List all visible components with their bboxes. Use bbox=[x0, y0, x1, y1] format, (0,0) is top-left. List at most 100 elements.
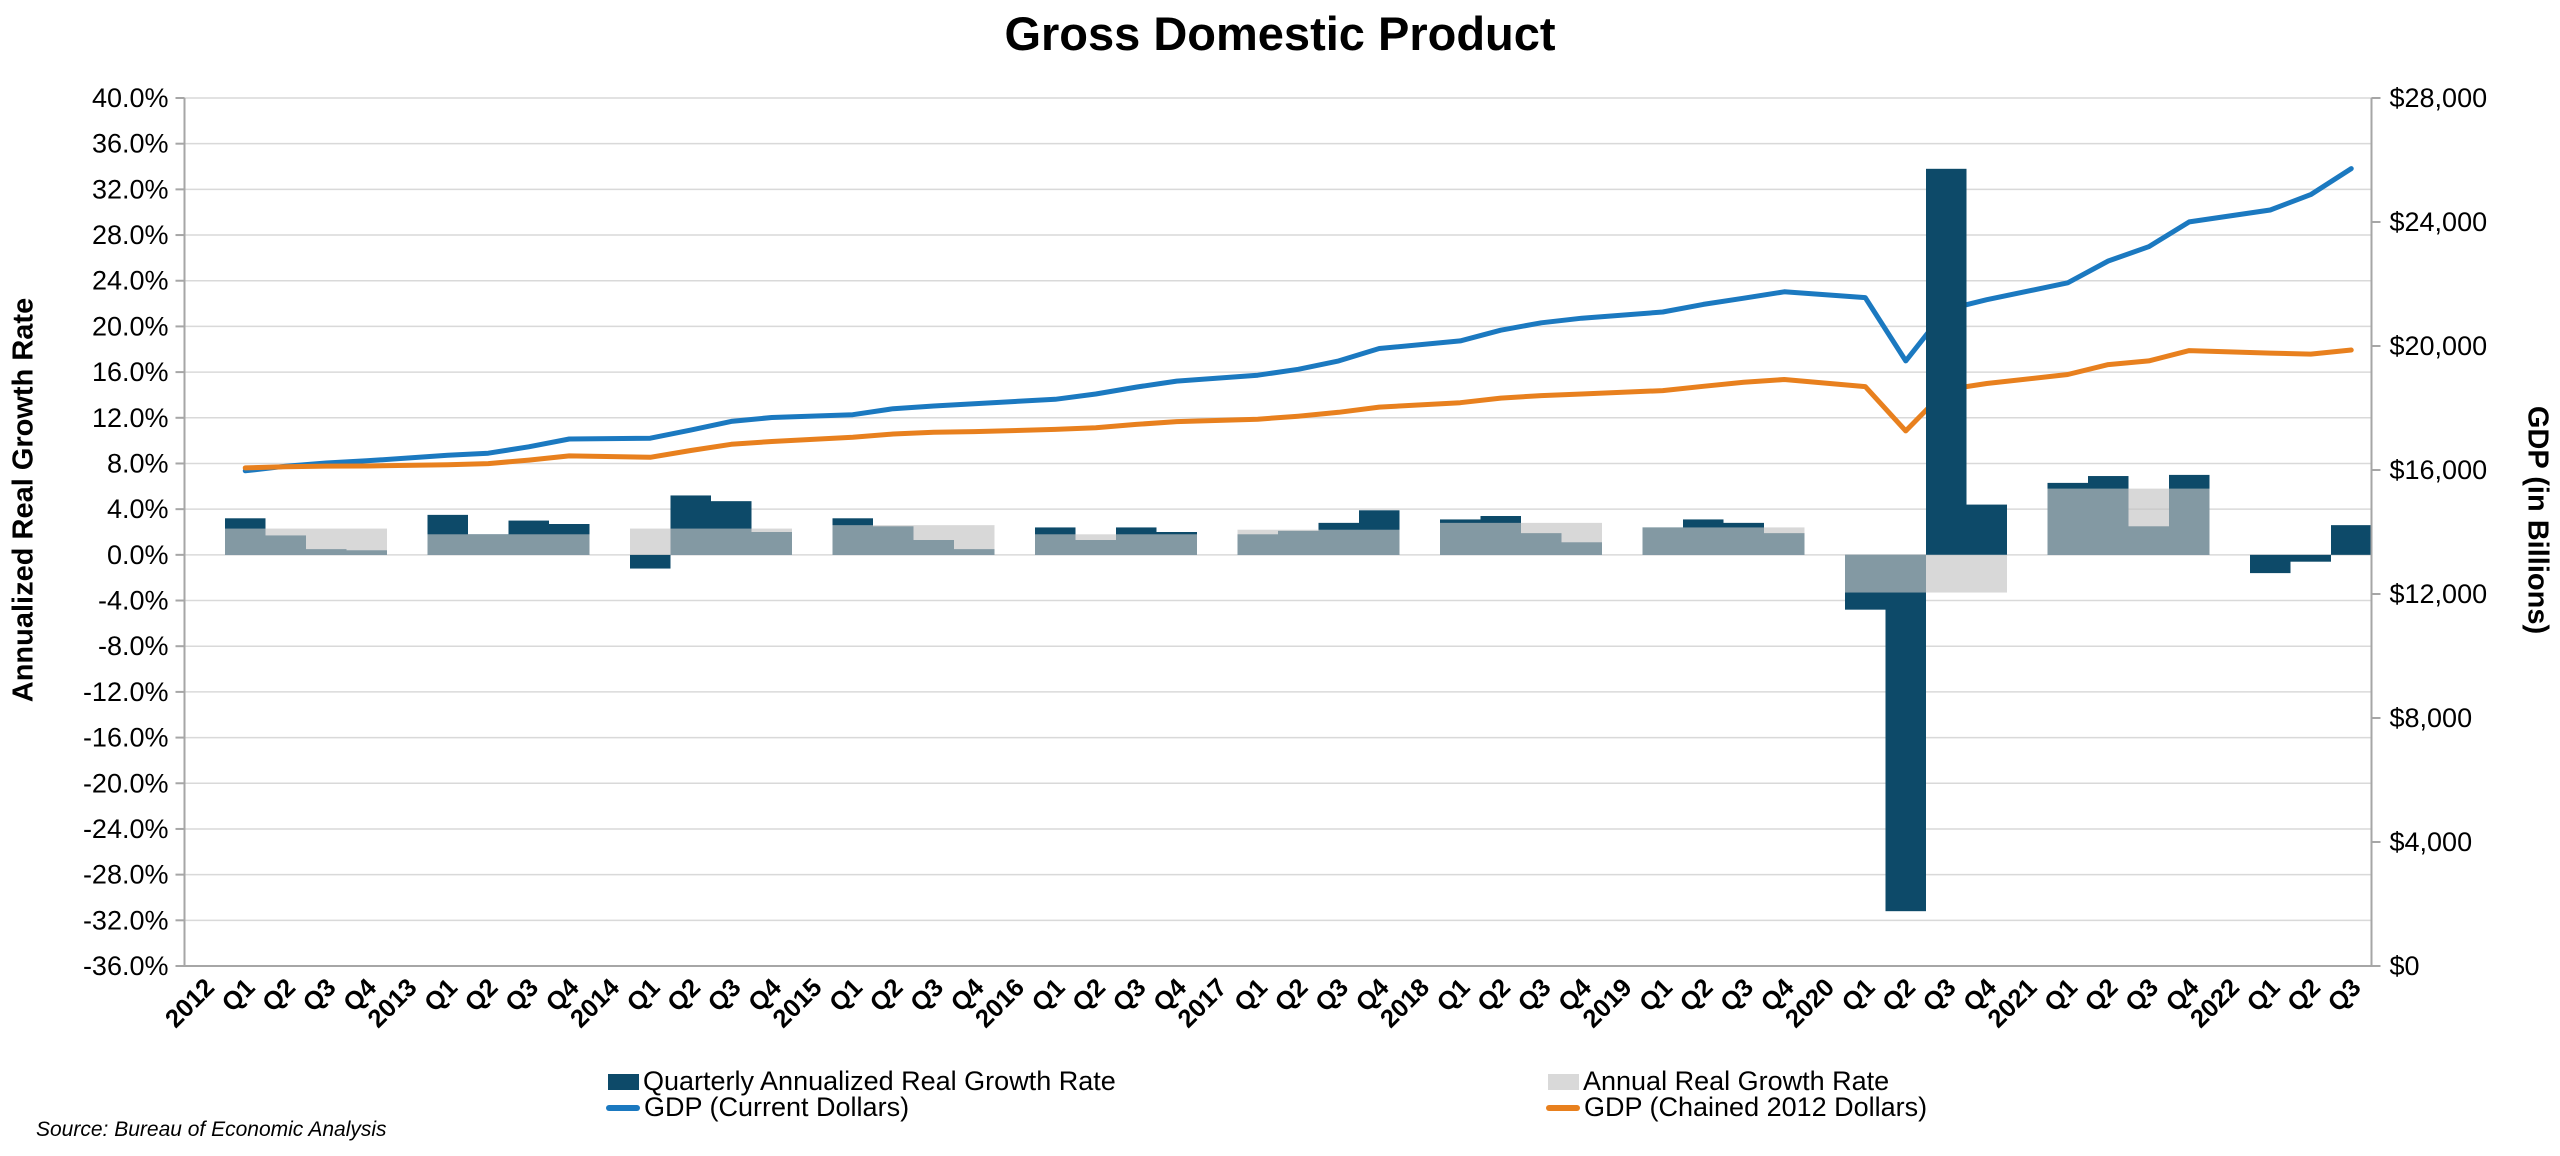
x-axis-year-label: 2017 bbox=[1173, 973, 1233, 1033]
x-axis-quarter-label: Q3 bbox=[2120, 973, 2164, 1017]
x-axis-quarter-label: Q3 bbox=[1108, 973, 1152, 1017]
quarterly-growth-bar bbox=[1885, 554, 1926, 912]
x-axis-year-label: 2013 bbox=[363, 973, 423, 1033]
quarterly-growth-bar bbox=[2290, 554, 2331, 562]
right-axis-tick-label: $12,000 bbox=[2390, 579, 2488, 609]
x-axis-year-label: 2012 bbox=[160, 973, 220, 1033]
x-axis-quarter-label: Q3 bbox=[905, 973, 949, 1017]
right-axis-tick-label: $8,000 bbox=[2390, 703, 2473, 733]
source-note: Source: Bureau of Economic Analysis bbox=[36, 1118, 387, 1141]
left-axis-tick-label: 20.0% bbox=[92, 311, 169, 341]
x-axis-year-label: 2015 bbox=[768, 973, 828, 1033]
annual-growth-bar bbox=[832, 525, 995, 555]
x-axis-year-label: 2022 bbox=[2185, 973, 2245, 1033]
left-axis-tick-label: -12.0% bbox=[83, 677, 169, 707]
quarterly-bar-swatch-icon bbox=[608, 1073, 639, 1090]
x-axis-year-label: 2019 bbox=[1578, 973, 1638, 1033]
x-axis-year-label: 2021 bbox=[1983, 973, 2043, 1033]
left-axis-tick-label: 8.0% bbox=[107, 448, 169, 478]
quarterly-growth-bar bbox=[1926, 168, 1967, 555]
x-axis-quarter-label: Q2 bbox=[2080, 973, 2124, 1017]
legend-item-annual: Annual Real Growth Rate bbox=[1548, 1068, 1889, 1095]
left-axis-tick-label: 0.0% bbox=[107, 540, 169, 570]
x-axis-quarter-label: Q3 bbox=[1513, 973, 1557, 1017]
left-axis-tick-label: -4.0% bbox=[98, 586, 169, 616]
quarterly-growth-bar bbox=[1966, 504, 2007, 555]
x-axis-quarter-label: Q3 bbox=[703, 973, 747, 1017]
quarterly-growth-bar bbox=[2250, 554, 2291, 574]
x-axis-quarter-label: Q1 bbox=[1634, 973, 1678, 1017]
x-axis-quarter-label: Q2 bbox=[2282, 973, 2326, 1017]
annual-growth-bar bbox=[2047, 488, 2210, 555]
legend-label-gdp-current: GDP (Current Dollars) bbox=[644, 1092, 910, 1122]
gdp-chained-line-swatch-icon bbox=[1546, 1104, 1580, 1111]
left-axis-tick-label: -16.0% bbox=[83, 723, 169, 753]
x-axis-quarter-label: Q1 bbox=[419, 973, 463, 1017]
x-axis-quarter-label: Q2 bbox=[460, 973, 504, 1017]
x-axis-quarter-label: Q1 bbox=[824, 973, 868, 1017]
annual-growth-bar bbox=[1237, 529, 1400, 555]
x-axis-quarter-label: Q2 bbox=[662, 973, 706, 1017]
left-axis-tick-label: 12.0% bbox=[92, 403, 169, 433]
x-axis-quarter-label: Q2 bbox=[1877, 973, 1921, 1017]
x-axis-quarter-label: Q3 bbox=[298, 973, 342, 1017]
right-axis-tick-label: $20,000 bbox=[2390, 331, 2488, 361]
x-axis-quarter-label: Q1 bbox=[1229, 973, 1273, 1017]
left-axis-tick-label: 16.0% bbox=[92, 357, 169, 387]
x-axis-quarter-label: Q2 bbox=[1067, 973, 1111, 1017]
legend-item-quarterly: Quarterly Annualized Real Growth Rate bbox=[608, 1068, 1116, 1095]
left-axis-tick-label: 36.0% bbox=[92, 129, 169, 159]
legend-label-gdp-chained: GDP (Chained 2012 Dollars) bbox=[1584, 1092, 1928, 1122]
x-axis-year-label: 2018 bbox=[1375, 973, 1435, 1033]
right-axis-tick-label: $4,000 bbox=[2390, 827, 2473, 857]
x-axis-quarter-label: Q3 bbox=[1715, 973, 1759, 1017]
legend-item-gdp-chained: GDP (Chained 2012 Dollars) bbox=[1546, 1094, 1927, 1121]
x-axis-quarter-label: Q2 bbox=[1675, 973, 1719, 1017]
gdp-current-line bbox=[242, 166, 2354, 474]
annual-growth-bar bbox=[1642, 527, 1805, 555]
annual-growth-bar bbox=[1440, 522, 1602, 555]
left-axis-tick-label: -32.0% bbox=[83, 905, 169, 935]
x-axis-quarter-label: Q2 bbox=[865, 973, 909, 1017]
gdp-current-line-swatch-icon bbox=[606, 1104, 640, 1111]
left-axis-tick-label: 4.0% bbox=[107, 494, 169, 524]
legend-label-quarterly: Quarterly Annualized Real Growth Rate bbox=[643, 1066, 1116, 1096]
legend-label-annual: Annual Real Growth Rate bbox=[1583, 1066, 1890, 1096]
x-axis-quarter-label: Q1 bbox=[2242, 973, 2286, 1017]
x-axis-year-label: 2020 bbox=[1780, 973, 1840, 1033]
x-axis-quarter-label: Q1 bbox=[2039, 973, 2083, 1017]
x-axis-quarter-label: Q1 bbox=[217, 973, 261, 1017]
left-axis-tick-label: 40.0% bbox=[92, 83, 169, 113]
x-axis-quarter-label: Q1 bbox=[622, 973, 666, 1017]
quarterly-growth-bar bbox=[2331, 525, 2372, 555]
left-axis-tick-label: -36.0% bbox=[83, 951, 169, 981]
x-axis-quarter-label: Q2 bbox=[257, 973, 301, 1017]
x-axis-quarter-label: Q1 bbox=[1432, 973, 1476, 1017]
annual-bar-swatch-icon bbox=[1548, 1073, 1579, 1090]
right-axis-tick-label: $0 bbox=[2390, 951, 2420, 981]
left-axis-tick-label: -20.0% bbox=[83, 768, 169, 798]
x-axis-quarter-label: Q3 bbox=[1918, 973, 1962, 1017]
right-axis-tick-label: $24,000 bbox=[2390, 207, 2488, 237]
left-axis-tick-label: 24.0% bbox=[92, 266, 169, 296]
left-axis-tick-label: 28.0% bbox=[92, 220, 169, 250]
annual-growth-bar bbox=[630, 528, 792, 555]
x-axis-year-label: 2016 bbox=[970, 973, 1030, 1033]
left-axis-tick-label: 32.0% bbox=[92, 174, 169, 204]
x-axis-quarter-label: Q2 bbox=[1270, 973, 1314, 1017]
x-axis-quarter-label: Q1 bbox=[1837, 973, 1881, 1017]
left-axis-tick-label: -24.0% bbox=[83, 814, 169, 844]
right-axis-tick-label: $28,000 bbox=[2390, 83, 2488, 113]
gdp-chained-line bbox=[242, 347, 2354, 471]
left-axis-tick-label: -8.0% bbox=[98, 631, 169, 661]
left-axis-tick-label: -28.0% bbox=[83, 860, 169, 890]
legend-item-gdp-current: GDP (Current Dollars) bbox=[606, 1094, 909, 1121]
annual-growth-bar bbox=[1845, 554, 2007, 593]
x-axis-quarter-label: Q3 bbox=[500, 973, 544, 1017]
right-axis-tick-label: $16,000 bbox=[2390, 455, 2488, 485]
annual-growth-bar bbox=[225, 528, 387, 555]
x-axis-quarter-label: Q3 bbox=[2323, 973, 2367, 1017]
x-axis-quarter-label: Q3 bbox=[1310, 973, 1354, 1017]
quarterly-growth-bar bbox=[630, 554, 671, 569]
